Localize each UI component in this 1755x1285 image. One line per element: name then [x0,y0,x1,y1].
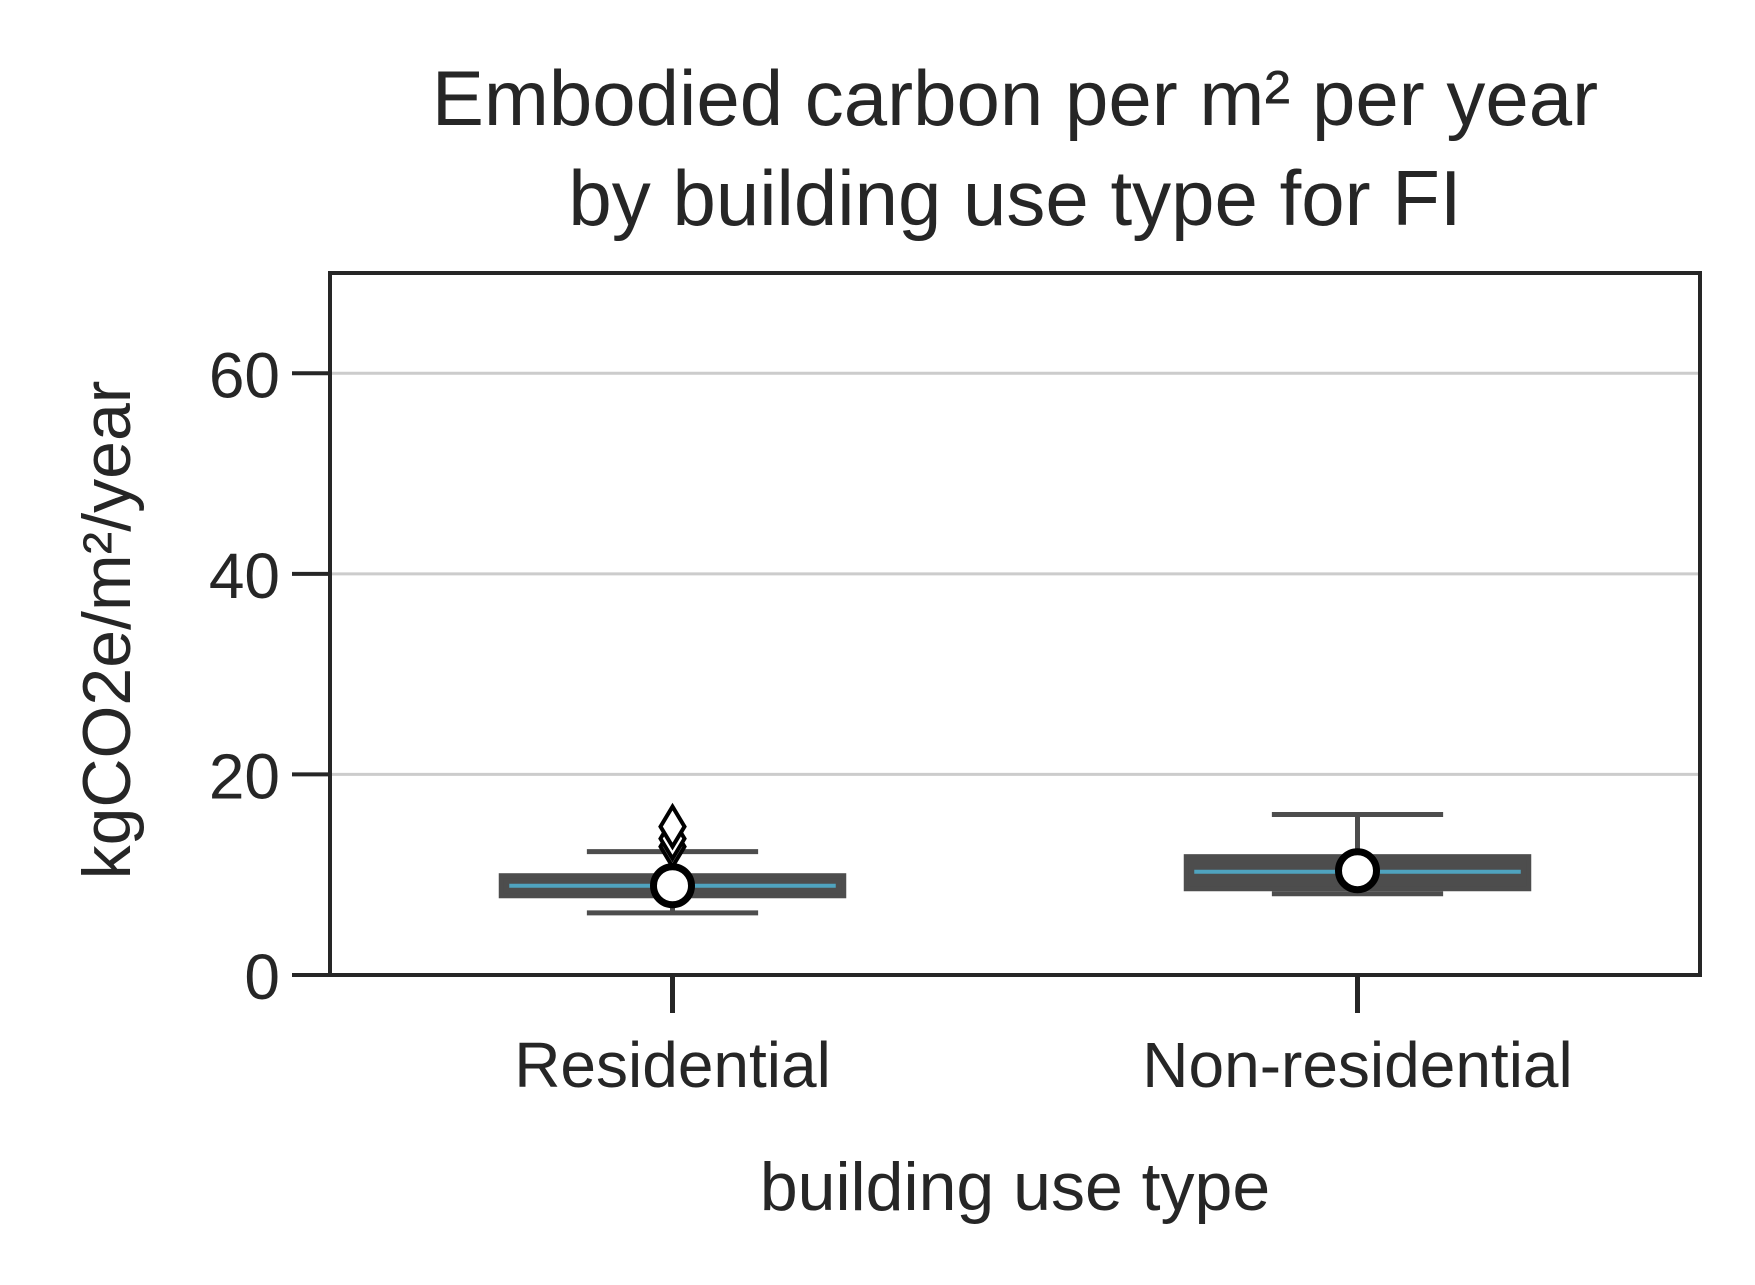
y-tick-label-40: 40 [209,540,280,612]
grid-lines [330,371,1700,776]
chart-title-line-1: Embodied carbon per m² per year [432,54,1598,142]
y-tick-label-20: 20 [209,740,280,812]
x-tick-label-non-residential: Non-residential [1142,1029,1572,1101]
y-tick-label-60: 60 [209,339,280,411]
chart-title-line-2: by building use type for FI [568,154,1461,242]
y-tick-label-0: 0 [244,941,280,1013]
outlier-residential-2 [658,802,687,851]
box-group-residential [498,802,847,916]
box-plots [498,802,1532,916]
plot-frame [328,271,1702,977]
y-axis: 0 20 40 60 [209,339,330,1013]
mean-marker-non-residential [1335,848,1380,894]
x-tick-label-residential: Residential [514,1029,831,1101]
box-group-non-residential [1183,812,1532,897]
x-axis: Residential Non-residential [514,975,1573,1101]
y-axis-label: kgCO2e/m²/year [69,381,145,880]
mean-marker-residential [650,863,695,909]
x-axis-label: building use type [760,1149,1270,1225]
